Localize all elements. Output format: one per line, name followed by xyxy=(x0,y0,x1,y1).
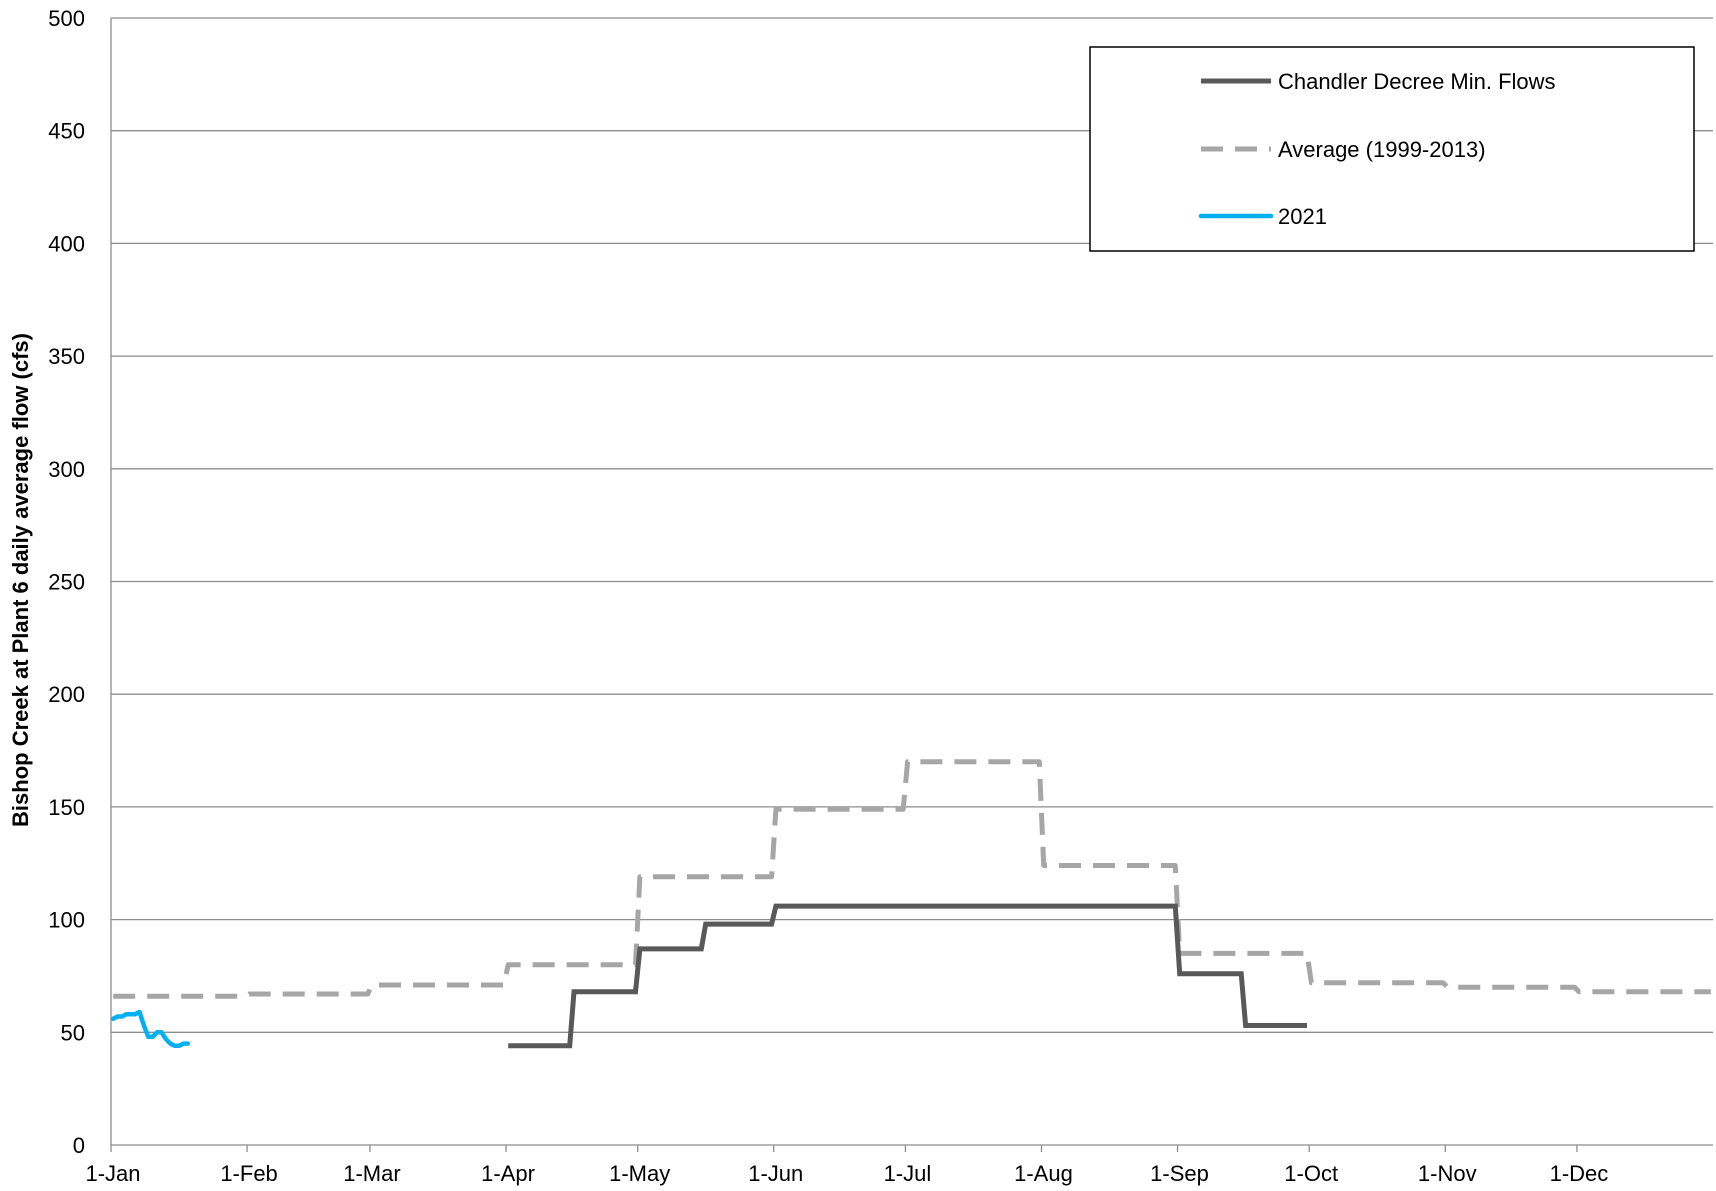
x-tick-label-1-Feb: 1-Feb xyxy=(220,1161,277,1186)
x-tick-label-1-Nov: 1-Nov xyxy=(1418,1161,1477,1186)
y-tick-label-350: 350 xyxy=(48,344,85,369)
y-tick-label-300: 300 xyxy=(48,457,85,482)
series-lines xyxy=(113,762,1711,1046)
legend-label-2021: 2021 xyxy=(1278,204,1327,229)
legend-label-average-1999-2013: Average (1999-2013) xyxy=(1278,137,1486,162)
x-tick-label-1-Jun: 1-Jun xyxy=(748,1161,803,1186)
x-tick-label-1-Jul: 1-Jul xyxy=(884,1161,932,1186)
x-tick-label-1-Aug: 1-Aug xyxy=(1014,1161,1073,1186)
y-tick-label-200: 200 xyxy=(48,682,85,707)
legend-label-chandler-decree-min-flows: Chandler Decree Min. Flows xyxy=(1278,69,1556,94)
x-tick-label-1-May: 1-May xyxy=(609,1161,670,1186)
x-tick-label-1-Mar: 1-Mar xyxy=(343,1161,400,1186)
legend: Chandler Decree Min. Flows Average (1999-… xyxy=(1090,47,1694,251)
x-tick-label-1-Sep: 1-Sep xyxy=(1150,1161,1209,1186)
y-tick-label-250: 250 xyxy=(48,570,85,595)
series-line-chandler-decree-min-flows xyxy=(508,906,1307,1046)
y-axis-title: Bishop Creek at Plant 6 daily average fl… xyxy=(8,333,33,827)
y-tick-label-0: 0 xyxy=(73,1133,85,1158)
y-tick-label-50: 50 xyxy=(61,1020,85,1045)
x-tick-label-1-Jan: 1-Jan xyxy=(85,1161,140,1186)
x-tick-label-1-Dec: 1-Dec xyxy=(1550,1161,1609,1186)
y-tick-label-150: 150 xyxy=(48,795,85,820)
series-line-average-1999-2013 xyxy=(113,762,1711,996)
series-line-2021 xyxy=(113,1012,188,1046)
x-tick-label-1-Oct: 1-Oct xyxy=(1284,1161,1338,1186)
y-tick-label-400: 400 xyxy=(48,231,85,256)
y-tick-label-500: 500 xyxy=(48,6,85,31)
y-tick-label-450: 450 xyxy=(48,119,85,144)
y-tick-label-100: 100 xyxy=(48,908,85,933)
x-tick-label-1-Apr: 1-Apr xyxy=(481,1161,535,1186)
